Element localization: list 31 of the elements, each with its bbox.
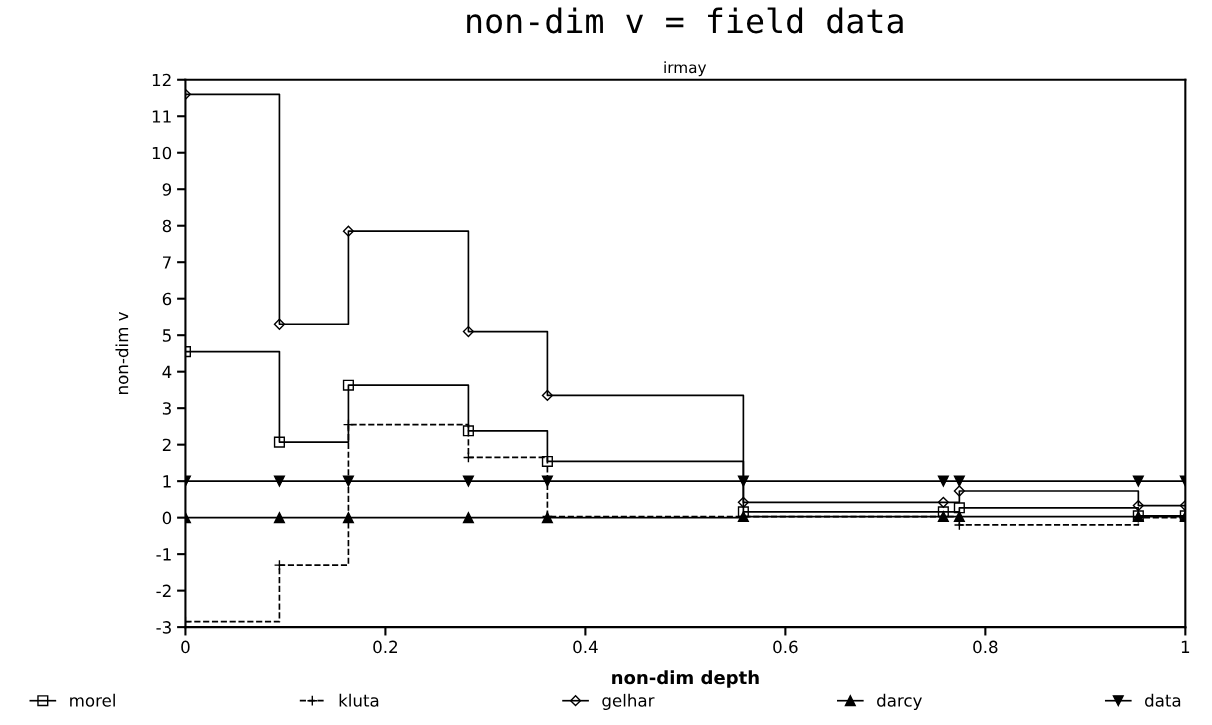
- x-tick-label: 0: [181, 640, 190, 654]
- y-tick-label: 8: [162, 219, 172, 233]
- y-tick-label: 5: [162, 329, 171, 342]
- legend-label: data: [1145, 693, 1181, 707]
- x-axis-title: non-dim depth: [612, 670, 759, 688]
- chart-subtitle: irmay: [664, 61, 707, 77]
- y-tick-label: 1: [163, 475, 171, 488]
- y-tick-label: -1: [156, 548, 171, 561]
- legend-label: darcy: [877, 693, 922, 710]
- y-tick-label: 0: [162, 511, 172, 525]
- y-tick-label: 10: [152, 146, 172, 160]
- y-tick-label: 3: [162, 402, 171, 415]
- legend-label: gelhar: [602, 693, 655, 710]
- x-tick-label: 0.6: [773, 640, 798, 654]
- y-tick-label: 2: [162, 438, 171, 451]
- legend-label: kluta: [339, 693, 379, 707]
- chart-title: non-dim v = field data: [467, 7, 903, 34]
- x-tick-label: 0.4: [573, 640, 598, 654]
- y-tick-label: 9: [162, 183, 172, 196]
- legend-label: morel: [70, 693, 115, 707]
- y-tick-label: 12: [152, 73, 171, 87]
- y-tick-label: 6: [162, 292, 172, 306]
- y-tick-label: 11: [152, 110, 171, 123]
- y-tick-label: 7: [163, 256, 171, 269]
- y-tick-label: 4: [162, 365, 172, 379]
- y-tick-label: -3: [156, 621, 171, 634]
- x-tick-label: 1: [1181, 640, 1190, 653]
- x-tick-label: 0.8: [973, 640, 998, 654]
- y-axis-title: non-dim v: [115, 311, 129, 394]
- y-tick-label: -2: [156, 584, 171, 597]
- x-tick-label: 0.2: [373, 640, 397, 654]
